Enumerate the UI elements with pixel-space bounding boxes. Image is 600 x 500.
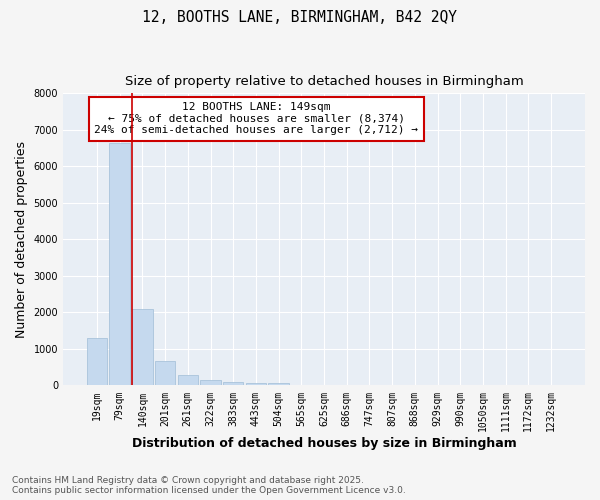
Bar	[132, 309, 152, 386]
Bar	[109, 143, 130, 386]
Text: 12, BOOTHS LANE, BIRMINGHAM, B42 2QY: 12, BOOTHS LANE, BIRMINGHAM, B42 2QY	[143, 10, 458, 25]
Bar	[87, 338, 107, 386]
Y-axis label: Number of detached properties: Number of detached properties	[15, 141, 28, 338]
Bar	[155, 360, 175, 386]
Bar	[178, 374, 198, 386]
Bar	[200, 380, 221, 386]
X-axis label: Distribution of detached houses by size in Birmingham: Distribution of detached houses by size …	[131, 437, 517, 450]
Bar	[268, 384, 289, 386]
Title: Size of property relative to detached houses in Birmingham: Size of property relative to detached ho…	[125, 75, 523, 88]
Bar	[245, 384, 266, 386]
Bar	[223, 382, 244, 386]
Text: Contains HM Land Registry data © Crown copyright and database right 2025.
Contai: Contains HM Land Registry data © Crown c…	[12, 476, 406, 495]
Text: 12 BOOTHS LANE: 149sqm
← 75% of detached houses are smaller (8,374)
24% of semi-: 12 BOOTHS LANE: 149sqm ← 75% of detached…	[94, 102, 418, 136]
